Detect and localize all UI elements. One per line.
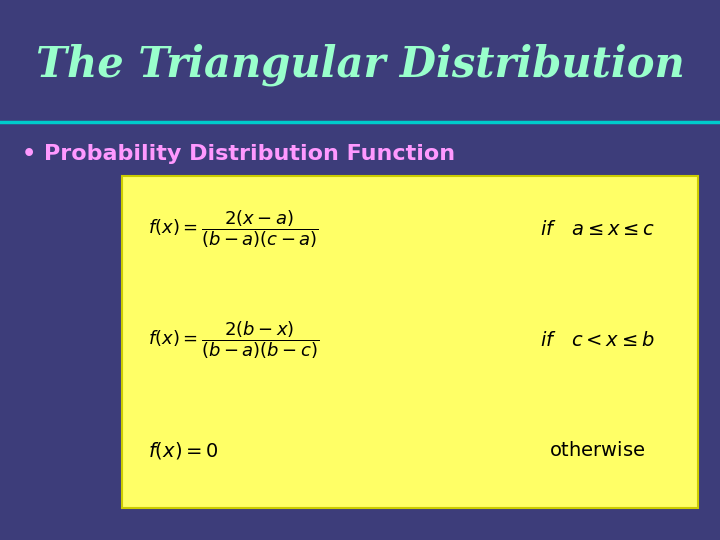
- Text: • Probability Distribution Function: • Probability Distribution Function: [22, 144, 455, 164]
- Text: $\mathit{if}\quad c<x\leq b$: $\mathit{if}\quad c<x\leq b$: [540, 330, 655, 350]
- Text: $\mathit{if}\quad a\leq x\leq c$: $\mathit{if}\quad a\leq x\leq c$: [540, 220, 655, 239]
- Text: $f\left(x\right)=\dfrac{2\left(x-a\right)}{\left(b-a\right)\left(c-a\right)}$: $f\left(x\right)=\dfrac{2\left(x-a\right…: [148, 208, 318, 251]
- FancyBboxPatch shape: [122, 176, 698, 508]
- Text: $f\left(x\right)=0$: $f\left(x\right)=0$: [148, 441, 218, 461]
- Text: The Triangular Distribution: The Triangular Distribution: [35, 44, 685, 86]
- Text: $\mathrm{otherwise}$: $\mathrm{otherwise}$: [549, 441, 646, 461]
- Text: $f\left(x\right)=\dfrac{2\left(b-x\right)}{\left(b-a\right)\left(b-c\right)}$: $f\left(x\right)=\dfrac{2\left(b-x\right…: [148, 319, 319, 361]
